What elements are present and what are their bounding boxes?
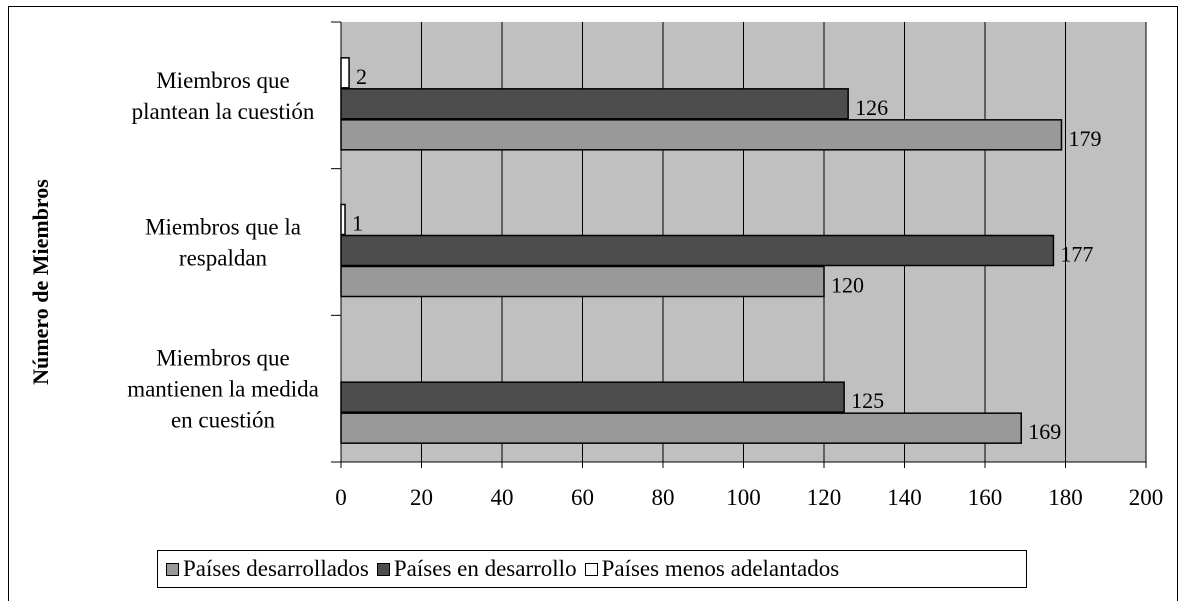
legend-label: Países desarrollados [183, 556, 369, 581]
category-label: Miembros que la [145, 215, 301, 240]
bar [340, 412, 1022, 444]
bar [340, 119, 1063, 151]
x-tick-label: 200 [1129, 485, 1164, 510]
bar [340, 265, 825, 298]
legend-swatch [584, 562, 598, 576]
x-tick-label: 100 [726, 485, 761, 510]
x-tick-label: 160 [968, 485, 1003, 510]
data-labels: 2 126 179 1 177 120 125 169 [352, 64, 1101, 444]
data-label: 169 [1028, 419, 1061, 444]
x-tick-label: 120 [807, 485, 842, 510]
data-label: 1 [352, 211, 363, 236]
legend-item: Países menos adelantados [584, 556, 840, 582]
data-label: 126 [855, 95, 888, 120]
category-label: Miembros que [156, 68, 290, 93]
x-tick-label: 20 [410, 485, 433, 510]
legend-label: Países en desarrollo [393, 556, 577, 581]
x-tick-label: 140 [887, 485, 922, 510]
x-tick-labels: 0 20 40 60 80 100 120 140 160 180 200 [335, 485, 1163, 510]
legend-swatch [376, 562, 390, 576]
x-tick-label: 180 [1048, 485, 1083, 510]
category-label: Miembros que [156, 346, 290, 371]
axes [331, 21, 1147, 468]
bar [340, 88, 849, 120]
x-tick-label: 60 [571, 485, 594, 510]
bar [340, 381, 845, 413]
data-label: 179 [1068, 126, 1101, 151]
data-label: 177 [1060, 242, 1093, 267]
x-tick-label: 80 [652, 485, 675, 510]
legend-item: Países desarrollados [166, 556, 369, 582]
legend: Países desarrollados Países en desarrollo… [157, 550, 1027, 588]
data-label: 125 [851, 388, 884, 413]
y-axis-title: Número de Miembros [28, 179, 53, 385]
legend-label: Países menos adelantados [601, 556, 840, 581]
category-labels: Miembros que plantean la cuestión Miembros… [127, 68, 319, 433]
legend-item: Países en desarrollo [376, 556, 577, 582]
category-label: plantean la cuestión [132, 99, 315, 124]
legend-swatch [166, 562, 179, 576]
category-label: mantienen la medida [127, 377, 319, 402]
data-label: 120 [831, 273, 864, 298]
x-tick-label: 40 [491, 485, 514, 510]
category-label: en cuestión [171, 408, 276, 433]
bar [340, 203, 346, 236]
bar [340, 234, 1055, 267]
category-label: respaldan [179, 246, 268, 271]
x-tick-label: 0 [335, 485, 347, 510]
bar [340, 57, 350, 89]
bars [340, 57, 1063, 444]
chart-frame [8, 6, 1178, 601]
data-label: 2 [356, 64, 367, 89]
